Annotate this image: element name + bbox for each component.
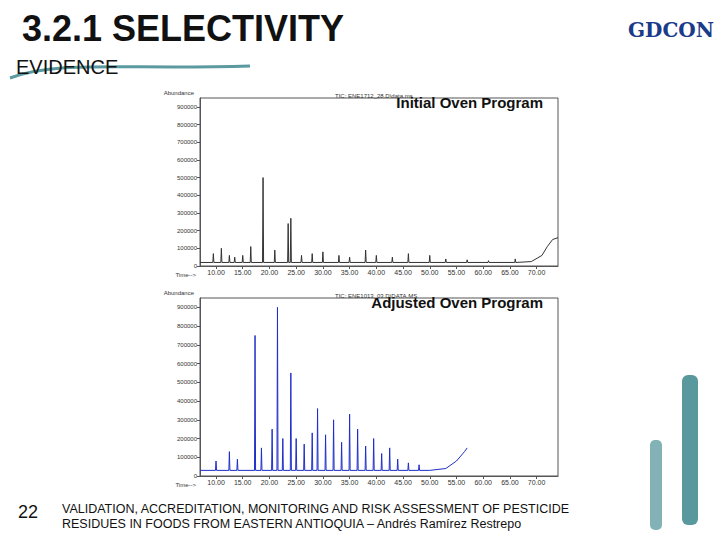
svg-text:15.00: 15.00 xyxy=(234,479,252,486)
svg-text:45.00: 45.00 xyxy=(394,479,412,486)
svg-text:25.00: 25.00 xyxy=(287,479,305,486)
html-text:EVIDENCE: EVIDENCE xyxy=(16,56,119,78)
svg-text:60.00: 60.00 xyxy=(474,269,492,276)
svg-text:100000: 100000 xyxy=(177,454,198,460)
svg-text:Time-->: Time--> xyxy=(175,482,196,488)
svg-text:200000: 200000 xyxy=(177,228,198,234)
svg-text:500000: 500000 xyxy=(177,379,198,385)
svg-text:800000: 800000 xyxy=(177,122,198,128)
svg-text:15.00: 15.00 xyxy=(234,269,252,276)
svg-text:200000: 200000 xyxy=(177,436,198,442)
svg-text:800000: 800000 xyxy=(177,323,198,329)
svg-text:10.00: 10.00 xyxy=(207,269,225,276)
svg-text:400000: 400000 xyxy=(177,398,198,404)
svg-text:50.00: 50.00 xyxy=(421,479,439,486)
svg-text:10.00: 10.00 xyxy=(207,479,225,486)
svg-text:100000: 100000 xyxy=(177,245,198,251)
svg-text:50.00: 50.00 xyxy=(421,269,439,276)
svg-text:600000: 600000 xyxy=(177,361,198,367)
svg-text:Abundance: Abundance xyxy=(164,290,195,296)
svg-text:55.00: 55.00 xyxy=(448,479,466,486)
html-text:VALIDATION, ACCREDITATION, MON: VALIDATION, ACCREDITATION, MONITORING AN… xyxy=(62,502,569,516)
svg-text:60.00: 60.00 xyxy=(474,479,492,486)
svg-text:400000: 400000 xyxy=(177,192,198,198)
svg-text:30.00: 30.00 xyxy=(314,269,332,276)
svg-text:70.00: 70.00 xyxy=(528,269,546,276)
svg-text:40.00: 40.00 xyxy=(368,479,386,486)
svg-text:300000: 300000 xyxy=(177,417,198,423)
html-text:3.2.1 SELECTIVITY: 3.2.1 SELECTIVITY xyxy=(22,8,345,49)
svg-text:20.00: 20.00 xyxy=(261,269,279,276)
svg-text:Adjusted Oven Program: Adjusted Oven Program xyxy=(371,294,543,311)
svg-text:55.00: 55.00 xyxy=(448,269,466,276)
html-text:RESIDUES IN FOODS FROM EASTERN: RESIDUES IN FOODS FROM EASTERN ANTIOQUIA… xyxy=(62,517,522,531)
svg-text:35.00: 35.00 xyxy=(341,269,359,276)
svg-text:300000: 300000 xyxy=(177,210,198,216)
svg-text:25.00: 25.00 xyxy=(287,269,305,276)
svg-text:600000: 600000 xyxy=(177,157,198,163)
svg-text:40.00: 40.00 xyxy=(368,269,386,276)
svg-text:20.00: 20.00 xyxy=(261,479,279,486)
svg-text:Abundance: Abundance xyxy=(164,90,195,96)
svg-text:TIC: ENE1013_03.D\DATA.MS: TIC: ENE1013_03.D\DATA.MS xyxy=(335,293,417,299)
html-text:22: 22 xyxy=(18,502,38,522)
svg-text:70.00: 70.00 xyxy=(528,479,546,486)
svg-text:65.00: 65.00 xyxy=(501,269,519,276)
svg-text:45.00: 45.00 xyxy=(394,269,412,276)
svg-text:TIC: ENE1712_28.D\data.ms: TIC: ENE1712_28.D\data.ms xyxy=(335,93,413,99)
svg-text:900000: 900000 xyxy=(177,304,198,310)
svg-text:30.00: 30.00 xyxy=(314,479,332,486)
svg-text:500000: 500000 xyxy=(177,175,198,181)
svg-text:35.00: 35.00 xyxy=(341,479,359,486)
html-text:GDCON: GDCON xyxy=(628,18,714,42)
svg-text:Time-->: Time--> xyxy=(175,272,196,278)
svg-text:700000: 700000 xyxy=(177,139,198,145)
svg-text:900000: 900000 xyxy=(177,104,198,110)
svg-text:0: 0 xyxy=(194,473,198,479)
svg-text:0: 0 xyxy=(194,263,198,269)
svg-text:Initial Oven Program: Initial Oven Program xyxy=(396,94,543,111)
svg-text:65.00: 65.00 xyxy=(501,479,519,486)
svg-text:700000: 700000 xyxy=(177,342,198,348)
